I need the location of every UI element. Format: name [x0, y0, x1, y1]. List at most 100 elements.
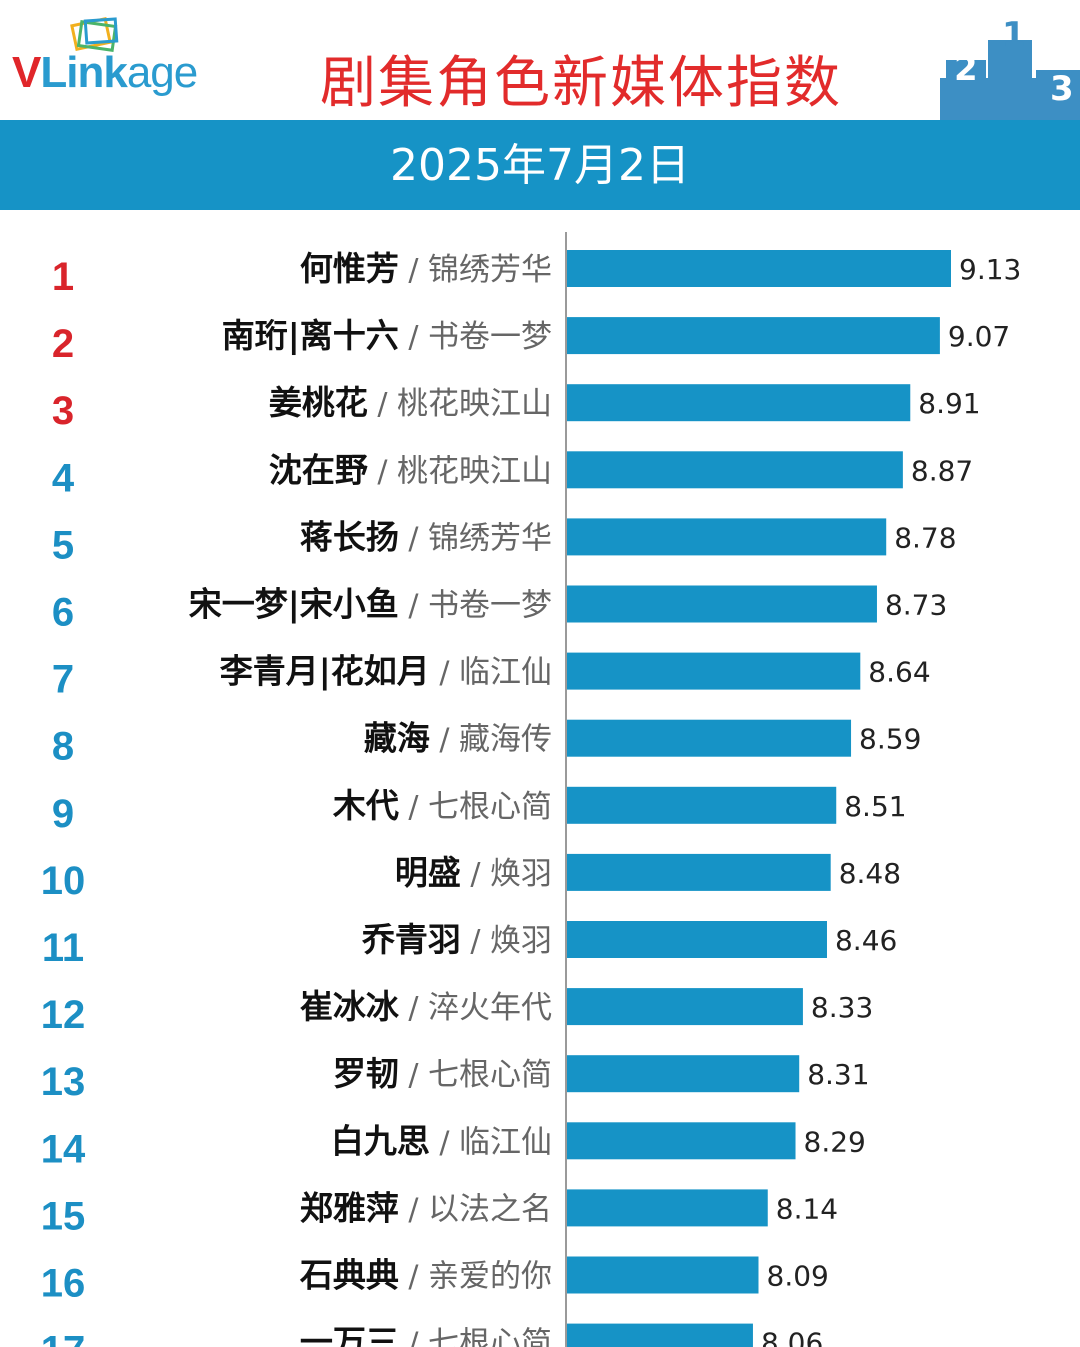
value-label: 8.29 — [804, 1125, 866, 1158]
category-label: 宋一梦|宋小鱼 / 书卷一梦 — [189, 585, 552, 624]
category-label: 乔青羽 / 焕羽 — [362, 920, 552, 959]
label-separator: / — [399, 320, 428, 355]
ranking-bar-chart: 1 何惟芳 / 锦绣芳华 9.13 2 南珩|离十六 / 书卷一梦 9.07 3 姜桃花 / … — [41, 232, 1021, 1347]
chart-row: 12 崔冰冰 / 淬火年代 8.33 — [41, 987, 874, 1037]
role-name: 罗韧 — [333, 1054, 399, 1093]
value-label: 8.91 — [918, 387, 980, 420]
chart-row: 2 南珩|离十六 / 书卷一梦 9.07 — [52, 316, 1010, 366]
value-label: 8.78 — [894, 521, 956, 554]
header: VLinkage 剧集角色新媒体指数 2 1 3 — [0, 0, 1080, 120]
drama-name: 焕羽 — [490, 923, 552, 959]
chart-row: 15 郑雅萍 / 以法之名 8.14 — [41, 1188, 838, 1238]
value-label: 9.07 — [948, 320, 1010, 353]
rank-number: 7 — [52, 658, 74, 702]
bar — [567, 719, 852, 757]
chart-row: 5 蒋长扬 / 锦绣芳华 8.78 — [52, 517, 957, 567]
label-separator: / — [399, 253, 428, 288]
bar — [567, 988, 803, 1026]
value-label: 8.59 — [859, 723, 921, 756]
value-label: 8.31 — [807, 1058, 869, 1091]
category-label: 一万三 / 七根心简 — [300, 1323, 552, 1347]
drama-name: 焕羽 — [490, 856, 552, 892]
label-separator: / — [399, 991, 428, 1026]
chart-row: 14 白九思 / 临江仙 8.29 — [41, 1121, 866, 1171]
bar — [567, 921, 827, 958]
drama-name: 七根心简 — [428, 1057, 552, 1093]
bar — [567, 451, 903, 489]
role-name: 木代 — [332, 786, 399, 825]
page-title: 剧集角色新媒体指数 — [320, 51, 842, 116]
rank-number: 16 — [41, 1262, 86, 1306]
category-label: 蒋长扬 / 锦绣芳华 — [300, 517, 552, 556]
role-name: 南珩|离十六 — [222, 316, 399, 355]
role-name: 石典典 — [299, 1256, 399, 1295]
role-name: 明盛 — [395, 853, 461, 892]
logo-text: VLinkage — [12, 48, 198, 98]
drama-name: 书卷一梦 — [428, 588, 552, 624]
value-label: 8.51 — [844, 790, 906, 823]
podium-icon: 2 1 3 — [940, 18, 1080, 120]
chart-row: 16 石典典 / 亲爱的你 8.09 — [41, 1256, 829, 1306]
role-name: 沈在野 — [269, 450, 368, 489]
category-label: 南珩|离十六 / 书卷一梦 — [222, 316, 552, 355]
value-label: 8.33 — [811, 991, 873, 1024]
logo-word-link: Link — [40, 48, 127, 97]
bar — [567, 1055, 800, 1093]
drama-name: 藏海传 — [459, 722, 552, 758]
category-label: 何惟芳 / 锦绣芳华 — [300, 249, 552, 288]
role-name: 白九思 — [331, 1121, 430, 1160]
drama-name: 七根心简 — [428, 789, 552, 825]
bar — [567, 585, 877, 623]
rank-number: 5 — [52, 523, 74, 567]
label-separator: / — [399, 521, 428, 556]
bar — [567, 786, 837, 824]
role-name: 藏海 — [364, 719, 430, 758]
bar — [567, 652, 861, 690]
label-separator: / — [399, 1327, 428, 1347]
category-label: 木代 / 七根心简 — [332, 786, 552, 825]
value-label: 8.09 — [767, 1260, 829, 1293]
role-name: 郑雅萍 — [300, 1188, 399, 1227]
drama-name: 桃花映江山 — [397, 386, 552, 422]
bar — [567, 518, 887, 556]
chart-row: 8 藏海 / 藏海传 8.59 — [52, 719, 922, 769]
svg-text:2: 2 — [954, 49, 978, 89]
label-separator: / — [368, 387, 397, 422]
chart-row: 3 姜桃花 / 桃花映江山 8.91 — [52, 383, 981, 433]
value-label: 8.14 — [776, 1192, 838, 1225]
category-label: 白九思 / 临江仙 — [331, 1121, 552, 1160]
label-separator: / — [430, 723, 459, 758]
drama-name: 锦绣芳华 — [428, 252, 552, 288]
category-label: 石典典 / 亲爱的你 — [299, 1256, 552, 1295]
rank-number: 4 — [52, 456, 75, 500]
logo-word-age: age — [126, 48, 198, 97]
label-separator: / — [399, 589, 428, 624]
bar — [567, 1122, 796, 1160]
bar — [567, 317, 940, 355]
rank-number: 3 — [52, 389, 74, 433]
bar — [567, 1256, 759, 1294]
rank-number: 14 — [41, 1127, 86, 1171]
bar — [567, 1189, 768, 1227]
drama-name: 以法之名 — [428, 1191, 552, 1227]
rank-number: 17 — [41, 1329, 86, 1347]
chart-row: 13 罗韧 / 七根心简 8.31 — [41, 1054, 870, 1104]
rank-number: 2 — [52, 322, 74, 366]
drama-name: 淬火年代 — [428, 990, 552, 1026]
chart-row: 1 何惟芳 / 锦绣芳华 9.13 — [52, 249, 1021, 299]
chart-row: 6 宋一梦|宋小鱼 / 书卷一梦 8.73 — [52, 585, 947, 635]
category-label: 罗韧 / 七根心简 — [333, 1054, 552, 1093]
role-name: 崔冰冰 — [300, 987, 400, 1026]
drama-name: 临江仙 — [459, 655, 552, 691]
drama-name: 七根心简 — [428, 1326, 552, 1347]
bar — [567, 853, 831, 891]
rank-number: 9 — [52, 792, 74, 836]
drama-name: 临江仙 — [459, 1124, 552, 1160]
category-label: 明盛 / 焕羽 — [395, 853, 552, 892]
label-separator: / — [368, 454, 397, 489]
drama-name: 亲爱的你 — [428, 1259, 552, 1295]
role-name: 蒋长扬 — [300, 517, 399, 556]
role-name: 李青月|花如月 — [220, 652, 430, 691]
chart-row: 10 明盛 / 焕羽 8.48 — [41, 853, 901, 903]
label-separator: / — [461, 857, 490, 892]
